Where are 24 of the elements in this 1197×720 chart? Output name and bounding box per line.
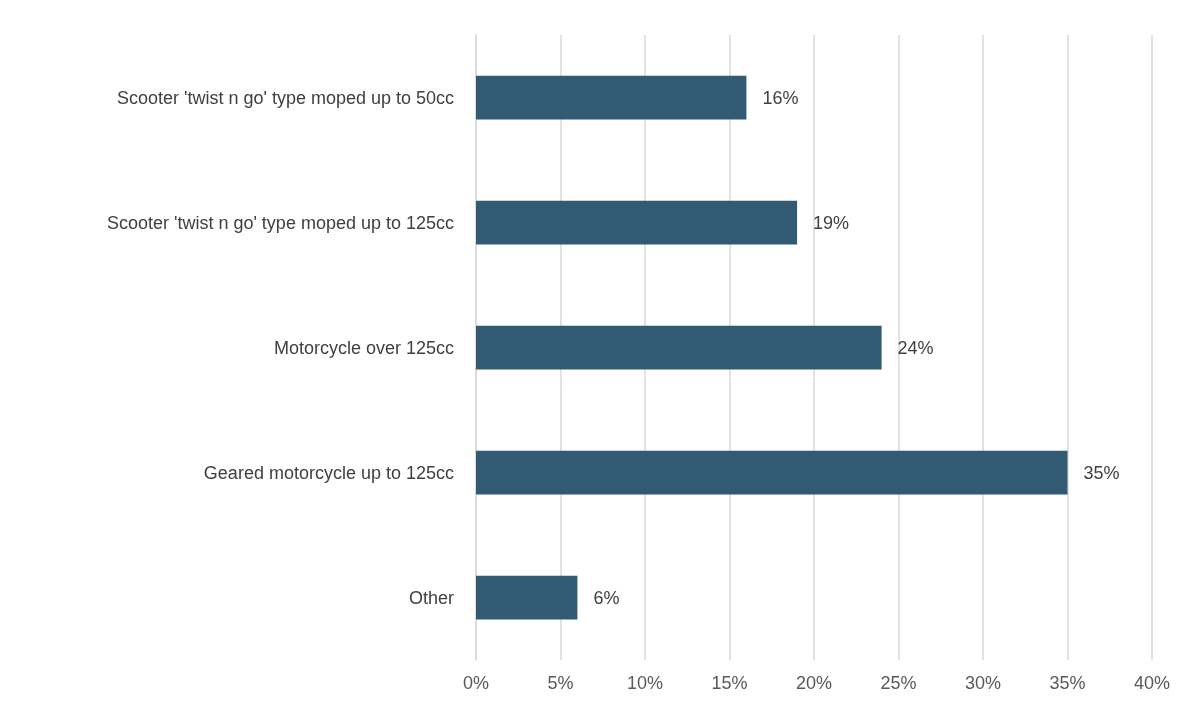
x-tick-label: 25% [880,673,917,693]
y-tick-label: Scooter 'twist n go' type moped up to 125cc [106,212,454,233]
x-tick-label: 40% [1133,673,1171,693]
bar [476,200,798,245]
data-label: 19% [813,212,850,233]
data-label: 16% [762,87,799,108]
x-tick-label: 15% [711,673,748,693]
x-tick-label: 30% [964,673,1002,693]
y-tick-label: Motorcycle over 125cc [273,337,454,358]
x-tick-label: 0% [462,673,490,693]
bar [476,575,578,620]
bar [476,325,882,370]
data-label: 24% [897,337,934,358]
x-tick-label: 20% [795,673,833,693]
x-tick-label: 10% [626,673,664,693]
bar [476,75,747,120]
y-tick-label: Scooter 'twist n go' type moped up to 50cc [116,87,454,108]
y-tick-label: Other [408,587,454,608]
bar [476,450,1068,495]
data-label: 6% [593,587,620,608]
y-tick-label: Geared motorcycle up to 125cc [203,462,454,483]
x-tick-label: 35% [1049,673,1086,693]
data-label: 35% [1083,462,1120,483]
x-tick-label: 5% [547,673,574,693]
